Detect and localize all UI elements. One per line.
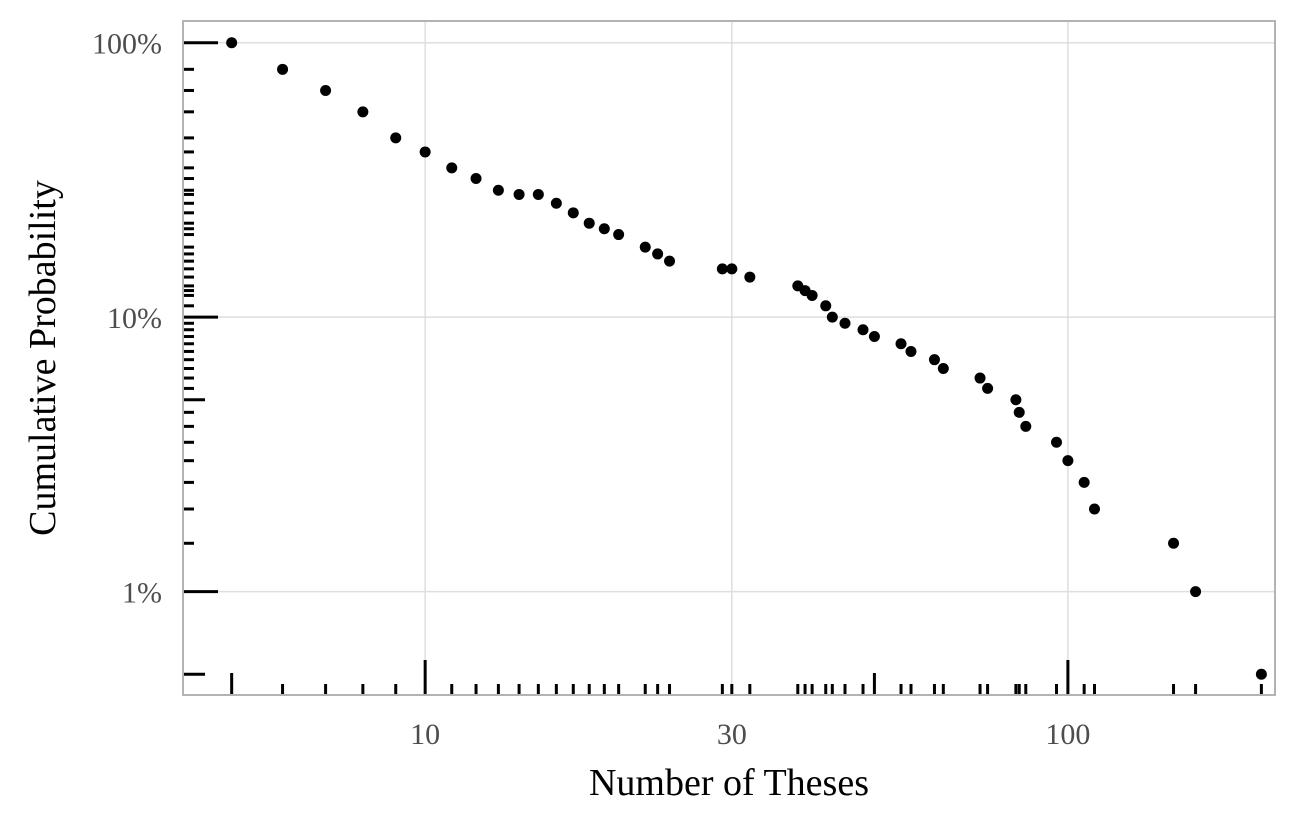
- data-point: [716, 263, 728, 275]
- x-tick-labels: 10 30 100: [410, 718, 1090, 751]
- data-point: [320, 84, 332, 96]
- data-point: [1089, 503, 1101, 515]
- data-point: [868, 331, 880, 343]
- data-point: [470, 173, 482, 185]
- y-tick-labels: 100% 10% 1%: [92, 28, 162, 610]
- data-point: [726, 263, 738, 275]
- data-point: [1078, 476, 1090, 488]
- data-point: [664, 255, 676, 267]
- data-point: [839, 317, 851, 329]
- x-tick-label: 10: [410, 718, 440, 751]
- data-point: [226, 37, 238, 49]
- data-point: [390, 132, 402, 144]
- data-point: [583, 217, 595, 229]
- data-point: [419, 146, 431, 158]
- data-point: [613, 229, 625, 241]
- data-point: [1051, 436, 1063, 448]
- y-tick-label: 10%: [107, 302, 162, 335]
- data-point: [639, 241, 651, 253]
- x-axis-title: Number of Theses: [589, 762, 869, 804]
- x-rug: [230, 660, 1263, 695]
- data-point: [1013, 406, 1025, 418]
- data-point: [446, 162, 458, 174]
- data-point: [1062, 455, 1074, 467]
- data-point: [806, 289, 818, 301]
- data-point: [1020, 420, 1032, 432]
- data-point: [357, 106, 369, 118]
- data-point: [928, 354, 940, 366]
- data-point: [550, 197, 562, 209]
- data-point: [974, 372, 986, 384]
- data-point: [826, 311, 838, 323]
- data-point: [1168, 537, 1180, 549]
- data-point: [905, 345, 917, 357]
- data-point: [895, 338, 907, 350]
- data-point: [1255, 668, 1267, 680]
- data-points: [226, 37, 1267, 680]
- x-tick-label: 100: [1045, 718, 1090, 751]
- x-tick-label: 30: [717, 718, 747, 751]
- y-tick-label: 100%: [92, 28, 162, 61]
- data-point: [513, 188, 525, 200]
- data-point: [567, 207, 579, 219]
- gridlines: [183, 21, 1275, 695]
- data-point: [492, 184, 504, 196]
- plot-panel-border: [182, 20, 1276, 696]
- data-point: [937, 363, 949, 375]
- data-point: [820, 300, 832, 312]
- data-point: [277, 63, 289, 75]
- y-axis-title: Cumulative Probability: [22, 180, 64, 536]
- data-point: [857, 324, 869, 336]
- data-point: [1190, 586, 1202, 598]
- data-point: [652, 248, 664, 260]
- data-point: [982, 382, 994, 394]
- data-point: [1010, 394, 1022, 406]
- data-point: [598, 223, 610, 235]
- data-point: [532, 188, 544, 200]
- y-rug: [183, 41, 218, 676]
- data-point: [744, 271, 756, 283]
- y-tick-label: 1%: [122, 577, 162, 610]
